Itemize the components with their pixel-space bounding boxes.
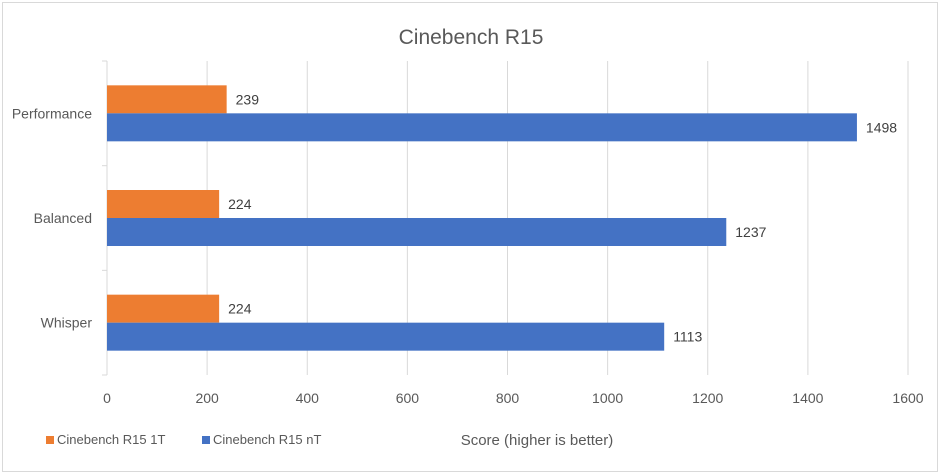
- data-labels: 239 1498 224 1237 224 1113: [228, 91, 897, 344]
- bar-balanced-nt: [107, 218, 727, 246]
- data-label-whisper-1t: 224: [228, 301, 252, 317]
- bars: [107, 85, 857, 351]
- category-labels: Performance Balanced Whisper: [12, 105, 92, 330]
- x-axis-ticks: 0 200 400 600 800 1000 1200 1400 1600: [103, 390, 924, 406]
- category-label-performance: Performance: [12, 105, 92, 121]
- x-tick-label-800: 800: [496, 390, 520, 406]
- data-label-balanced-nt: 1237: [735, 224, 766, 240]
- category-axis: [102, 60, 108, 376]
- x-tick-label-1000: 1000: [592, 390, 623, 406]
- category-label-whisper: Whisper: [41, 315, 93, 331]
- data-label-performance-nt: 1498: [866, 119, 897, 135]
- x-tick-label-600: 600: [396, 390, 420, 406]
- legend-swatch-nt: [202, 436, 210, 444]
- bar-whisper-1t: [107, 294, 220, 323]
- x-tick-label-1400: 1400: [792, 390, 823, 406]
- data-label-performance-1t: 239: [236, 91, 260, 107]
- x-axis-title: Score (higher is better): [461, 432, 614, 449]
- legend-swatch-1t: [46, 436, 54, 444]
- category-label-balanced: Balanced: [34, 210, 92, 226]
- legend-label-nt: Cinebench R15 nT: [213, 432, 321, 447]
- x-tick-label-0: 0: [103, 390, 111, 406]
- legend-label-1t: Cinebench R15 1T: [57, 432, 165, 447]
- x-tick-label-1200: 1200: [692, 390, 723, 406]
- data-label-whisper-nt: 1113: [673, 329, 702, 345]
- bar-performance-nt: [107, 113, 857, 142]
- bar-balanced-1t: [107, 190, 220, 218]
- x-tick-label-1600: 1600: [892, 390, 923, 406]
- bar-whisper-nt: [107, 322, 665, 351]
- legend: Cinebench R15 1T Cinebench R15 nT: [46, 432, 321, 447]
- chart-title: Cinebench R15: [399, 26, 544, 49]
- x-tick-label-200: 200: [195, 390, 219, 406]
- bar-performance-1t: [107, 85, 227, 114]
- data-label-balanced-1t: 224: [228, 196, 252, 212]
- x-tick-label-400: 400: [296, 390, 320, 406]
